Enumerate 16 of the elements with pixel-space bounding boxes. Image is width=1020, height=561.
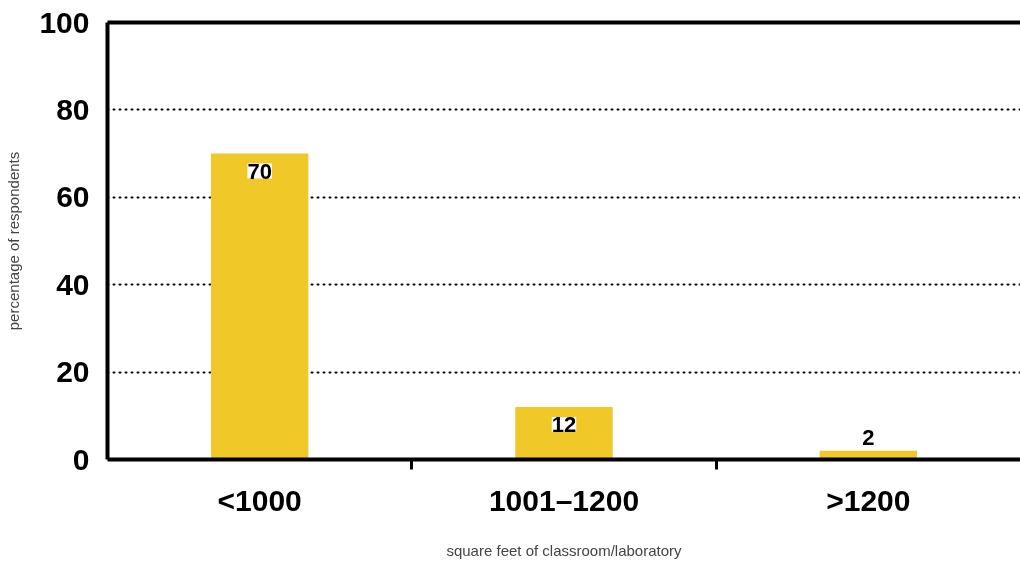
x-axis-title: square feet of classroom/laboratory	[446, 541, 683, 559]
data-label: 2	[862, 424, 875, 450]
data-label: 70	[247, 158, 272, 184]
y-tick-label: 60	[56, 180, 90, 214]
y-axis-title: percentage of respondents	[5, 151, 23, 331]
y-tick-label: 40	[56, 267, 90, 301]
data-label: 12	[551, 412, 577, 438]
x-tick-label: <1000	[217, 483, 302, 517]
x-tick-label: 1001–1200	[488, 483, 640, 517]
x-tick-label: >1200	[826, 483, 911, 517]
y-tick-label: 20	[56, 355, 90, 389]
y-tick-label: 0	[72, 442, 90, 476]
y-tick-label: 100	[39, 5, 90, 39]
bar	[515, 407, 613, 460]
bar	[210, 153, 309, 460]
y-tick-label: 80	[56, 92, 90, 126]
